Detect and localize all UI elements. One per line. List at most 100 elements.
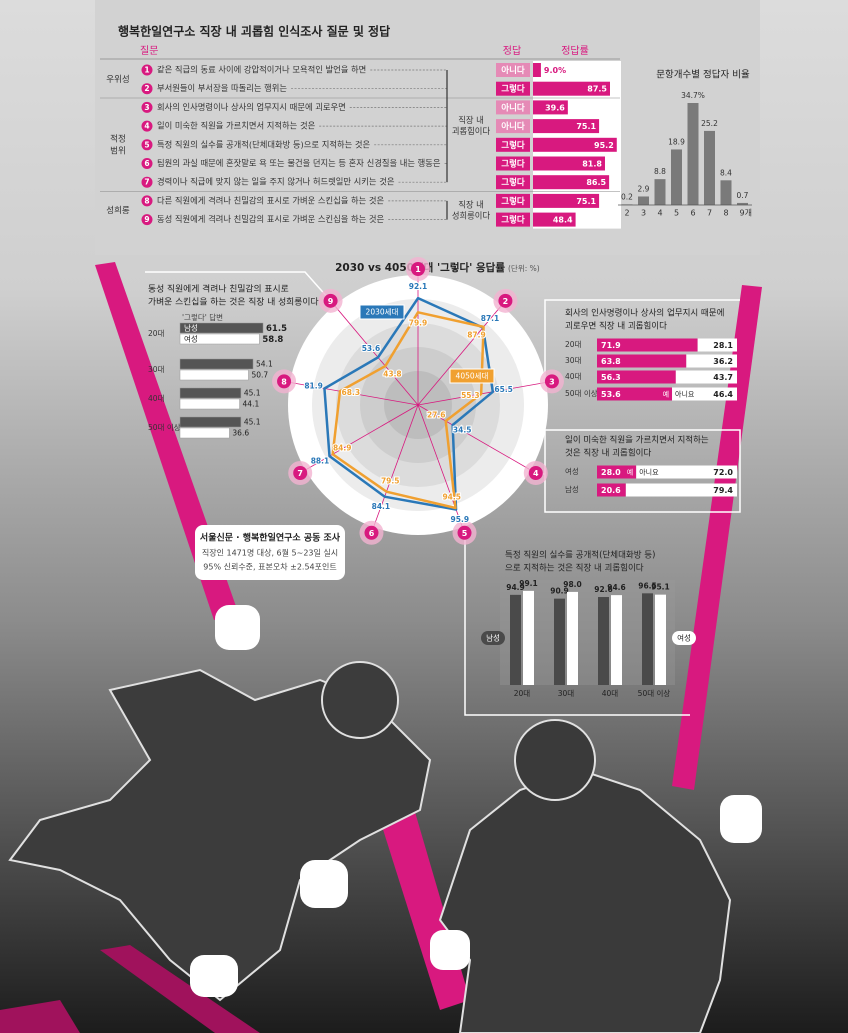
group-label: 범위 (110, 145, 126, 156)
value-label: 58.8 (262, 335, 283, 345)
answer-box (496, 137, 530, 152)
rate-bar (533, 119, 600, 134)
value-label: 28.1 (713, 341, 733, 350)
rate-label: 9.0% (544, 66, 566, 75)
axis-label: 8 (281, 377, 287, 386)
value-label: 8.4 (720, 168, 732, 177)
value-label: 71.9 (601, 341, 621, 350)
value-label: 55.3 (461, 391, 480, 400)
row-number-badge (141, 158, 153, 169)
table-title: 행복한일연구소 직장 내 괴롭힘 인식조사 질문 및 정답 (118, 24, 390, 39)
legend-label: 4050세대 (456, 372, 489, 381)
answer-box (496, 100, 530, 115)
value-label: 90.9 (550, 587, 569, 596)
value-label: 53.6 (362, 344, 381, 353)
bar (179, 322, 264, 334)
value-label: 54.1 (256, 360, 273, 369)
value-label: 92.6 (594, 585, 613, 594)
legend-label: 여성 (677, 633, 691, 643)
question: 동성 직원에게 격려나 친밀감의 표시로 가벼운 스킨십을 하는 것은 (157, 214, 385, 224)
answer: 그렇다 (501, 215, 525, 226)
rate-bar (533, 156, 605, 171)
legend-swatch (359, 304, 405, 320)
y-tick-label: 여성 (565, 466, 579, 476)
source-box (195, 525, 345, 580)
rate-bar (533, 212, 576, 227)
legend-swatch (449, 368, 495, 384)
y-tick-label: 50대 이상 (148, 422, 181, 432)
answer: 그렇다 (501, 159, 525, 170)
value-label: 43.7 (713, 373, 733, 382)
chart-title: 회사의 인사명령이나 상사의 업무지시 때문에 (565, 308, 724, 319)
legend-badge (481, 631, 505, 645)
value-label: 96.5 (638, 581, 657, 590)
axis-badge (293, 466, 308, 480)
question: 팀원의 과실 때문에 혼잣말로 욕 또는 물건을 던지는 등 혼자 신경질을 내… (157, 158, 441, 168)
question: 특정 직원의 실수를 공개적(단체대화방 등)으로 지적하는 것은 (157, 139, 370, 149)
value-label: 61.5 (266, 324, 287, 334)
value-label: 98.0 (563, 580, 582, 589)
legend-label: 여성 (184, 334, 198, 344)
bar (510, 594, 521, 685)
row-number-badge (141, 195, 153, 207)
value-label: 18.9 (668, 137, 685, 146)
value-label: 88.1 (311, 457, 330, 466)
answer: 그렇다 (501, 177, 525, 188)
table-header: 질문 (140, 45, 158, 57)
axis-label: 1 (415, 265, 421, 274)
bar (179, 416, 242, 428)
bar-segment (597, 354, 687, 368)
question: 일이 미숙한 직원을 가르치면서 지적하는 것은 (157, 121, 316, 131)
row-number-badge (141, 120, 153, 132)
bar (523, 590, 534, 685)
axis-badge (323, 293, 338, 308)
radar-line (331, 311, 485, 510)
value-label: 87.1 (481, 314, 500, 323)
row-number: 5 (144, 140, 149, 149)
bar-segment (686, 354, 737, 368)
table-header: 정답률 (561, 45, 589, 57)
bar-segment (597, 370, 676, 384)
answer-box (496, 81, 530, 96)
value-label: 36.6 (232, 429, 249, 438)
connector (464, 535, 690, 716)
rate-bar (533, 100, 568, 115)
answer: 아니다 (501, 102, 525, 113)
rate-label: 75.1 (576, 197, 596, 206)
value-label: 79.9 (409, 318, 428, 327)
x-tick-label: 9개 (740, 208, 752, 218)
verdict-bg (450, 197, 492, 224)
bar-segment (636, 465, 737, 479)
connector (145, 271, 330, 300)
value-label: 50.7 (251, 371, 268, 380)
axis-badge (364, 525, 379, 540)
value-label: 0.2 (621, 192, 633, 201)
x-tick-label: 8 (723, 209, 728, 218)
fist (720, 795, 762, 843)
answer-box (496, 212, 530, 227)
question: 같은 직급의 동료 사이에 강압적이거나 모욕적인 발언을 하면 (157, 65, 366, 75)
radar-spoke (417, 404, 465, 533)
question: 다른 직원에게 격려나 친밀감의 표시로 가벼운 스킨십을 하는 것은 (157, 195, 385, 205)
value-label: 84.9 (333, 444, 352, 453)
figure-woman (8, 668, 432, 1002)
row-number-badge (141, 64, 153, 76)
chart-title: 가벼운 스킨십을 하는 것은 직장 내 성희롱이다 (148, 296, 319, 308)
group-label: 성희롱 (106, 205, 130, 216)
axis-badge (411, 262, 425, 276)
legend-label: 예 (627, 468, 633, 477)
bar (567, 591, 578, 685)
legend-label: 아니요 (675, 390, 695, 399)
rate-label: 75.1 (576, 122, 596, 131)
value-label: 94.6 (607, 583, 626, 592)
row-number: 9 (144, 215, 149, 224)
value-label: 65.5 (494, 385, 513, 394)
bar (654, 179, 666, 205)
table-panel (95, 0, 760, 255)
value-label: 92.1 (409, 282, 428, 291)
radar-spoke (371, 404, 419, 533)
value-label: 28.0 (601, 468, 621, 477)
y-tick-label: 40대 (565, 372, 582, 381)
value-label: 45.1 (244, 389, 261, 398)
bar (638, 196, 649, 205)
